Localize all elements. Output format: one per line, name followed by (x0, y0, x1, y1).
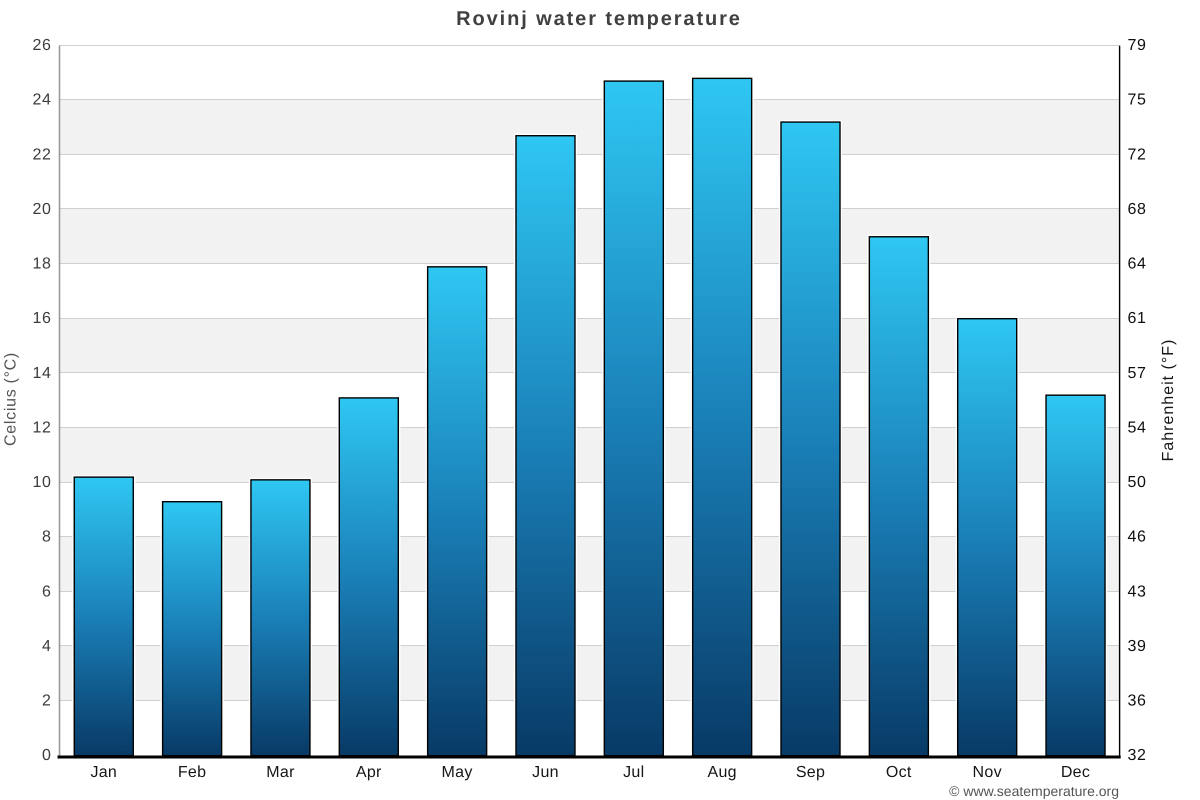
svg-text:6: 6 (42, 583, 52, 600)
svg-text:Apr: Apr (356, 764, 382, 781)
svg-text:24: 24 (33, 92, 52, 109)
svg-text:43: 43 (1128, 583, 1147, 600)
svg-text:20: 20 (33, 201, 52, 218)
svg-text:2: 2 (42, 693, 52, 710)
svg-text:14: 14 (33, 365, 52, 382)
svg-text:36: 36 (1128, 693, 1147, 710)
svg-text:Rovinj water temperature: Rovinj water temperature (456, 8, 742, 30)
svg-text:68: 68 (1128, 201, 1147, 218)
svg-text:Nov: Nov (973, 764, 1002, 781)
svg-text:Aug: Aug (708, 764, 737, 781)
svg-text:May: May (442, 764, 473, 781)
svg-text:18: 18 (33, 256, 52, 273)
svg-text:54: 54 (1128, 419, 1147, 436)
svg-text:39: 39 (1128, 638, 1147, 655)
svg-text:26: 26 (33, 37, 52, 54)
svg-text:Sep: Sep (796, 764, 825, 781)
svg-text:79: 79 (1128, 37, 1147, 54)
svg-text:0: 0 (42, 747, 52, 764)
svg-text:12: 12 (33, 419, 52, 436)
svg-text:10: 10 (33, 474, 52, 491)
svg-text:16: 16 (33, 310, 52, 327)
svg-text:4: 4 (42, 638, 52, 655)
svg-text:72: 72 (1128, 146, 1147, 163)
svg-text:50: 50 (1128, 474, 1147, 491)
svg-text:22: 22 (33, 146, 52, 163)
svg-text:32: 32 (1128, 747, 1147, 764)
svg-text:© www.seatemperature.org: © www.seatemperature.org (949, 783, 1119, 799)
svg-text:Mar: Mar (266, 764, 295, 781)
svg-text:Dec: Dec (1061, 764, 1090, 781)
svg-text:64: 64 (1128, 256, 1147, 273)
svg-text:61: 61 (1128, 310, 1147, 327)
svg-text:Oct: Oct (886, 764, 912, 781)
svg-text:75: 75 (1128, 92, 1147, 109)
svg-text:Celcius (°C): Celcius (°C) (3, 352, 20, 446)
svg-text:Jun: Jun (532, 764, 559, 781)
svg-text:46: 46 (1128, 529, 1147, 546)
svg-text:57: 57 (1128, 365, 1147, 382)
svg-text:8: 8 (42, 529, 52, 546)
svg-text:Feb: Feb (178, 764, 206, 781)
svg-text:Fahrenheit (°F): Fahrenheit (°F) (1160, 339, 1177, 462)
svg-text:Jul: Jul (623, 764, 644, 781)
svg-text:Jan: Jan (90, 764, 117, 781)
